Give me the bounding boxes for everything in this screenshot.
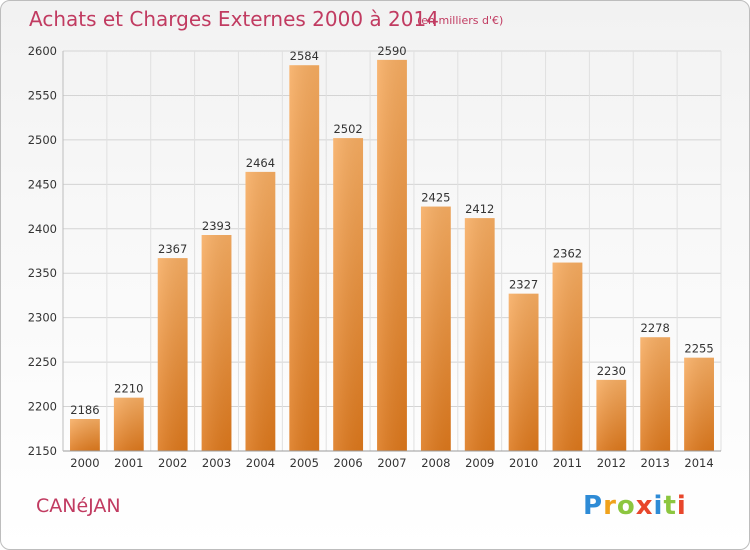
logo-letter: o <box>616 491 636 521</box>
data-label: 2502 <box>333 122 362 136</box>
data-label: 2584 <box>290 49 319 63</box>
y-tick-label: 2200 <box>28 400 57 414</box>
y-tick-label: 2250 <box>28 355 57 369</box>
bar-highlight <box>113 397 144 451</box>
y-tick-label: 2600 <box>28 44 57 58</box>
logo-letter: P <box>583 491 604 521</box>
x-tick-label: 2011 <box>553 456 582 470</box>
data-label: 2186 <box>70 403 99 417</box>
y-tick-label: 2150 <box>28 444 57 458</box>
bar-highlight <box>245 171 276 451</box>
y-tick-label: 2450 <box>28 177 57 191</box>
bar-highlight <box>70 419 100 451</box>
data-label: 2425 <box>421 191 450 205</box>
x-tick-label: 2014 <box>684 456 713 470</box>
data-label: 2362 <box>553 247 582 261</box>
y-tick-label: 2400 <box>28 222 57 236</box>
bar-chart: 2186 2210 2367 2393 2464 2584 2502 2590 2425 2412… <box>28 44 722 470</box>
x-tick-label: 2010 <box>509 456 538 470</box>
bar-highlight <box>508 293 539 451</box>
data-label: 2412 <box>465 202 494 216</box>
data-label: 2367 <box>158 242 187 256</box>
logo-letter: i <box>676 491 687 521</box>
bar-highlight <box>333 138 364 451</box>
bar-layer <box>70 59 714 452</box>
x-tick-label: 2000 <box>70 456 99 470</box>
data-label: 2327 <box>509 278 538 292</box>
data-label: 2210 <box>114 382 143 396</box>
data-label: 2393 <box>202 219 231 233</box>
y-tick-label: 2500 <box>28 133 57 147</box>
commune-name: CANéJAN <box>36 495 121 517</box>
chart-subtitle: (en milliers d'€) <box>417 14 504 27</box>
x-tick-label: 2007 <box>377 456 406 470</box>
logo-letter: t <box>663 491 677 521</box>
data-label: 2230 <box>597 364 626 378</box>
logo-letter: r <box>603 491 617 521</box>
data-label: 2255 <box>684 342 713 356</box>
x-tick-label: 2006 <box>333 456 362 470</box>
y-tick-label: 2350 <box>28 266 57 280</box>
data-label: 2278 <box>641 321 670 335</box>
x-tick-label: 2003 <box>202 456 231 470</box>
data-label: 2464 <box>246 156 275 170</box>
bar-highlight <box>684 357 714 451</box>
bar-highlight <box>377 59 407 452</box>
logo-letter: i <box>653 491 664 521</box>
label-layer: 2186 2210 2367 2393 2464 2584 2502 2590 2425 2412… <box>70 44 713 417</box>
data-label: 2590 <box>377 44 406 58</box>
bar-highlight <box>420 206 451 451</box>
x-tick-label: 2002 <box>158 456 187 470</box>
bar-highlight <box>596 379 627 451</box>
x-tick-label: 2001 <box>114 456 143 470</box>
x-tick-label: 2008 <box>421 456 450 470</box>
bar-highlight <box>552 262 583 451</box>
chart-title: Achats et Charges Externes 2000 à 2014 <box>29 7 439 31</box>
x-tick-label: 2013 <box>641 456 670 470</box>
x-tick-label: 2012 <box>597 456 626 470</box>
bar-highlight <box>464 218 495 451</box>
y-tick-label: 2300 <box>28 311 57 325</box>
x-tick-label: 2004 <box>246 456 275 470</box>
proxiti-logo[interactable]: Proxiti <box>583 491 687 521</box>
bar-highlight <box>201 235 232 451</box>
bar-highlight <box>640 337 671 451</box>
y-tick-label: 2550 <box>28 88 57 102</box>
x-tick-label: 2009 <box>465 456 494 470</box>
bar-highlight <box>157 258 188 451</box>
x-tick-label: 2005 <box>290 456 319 470</box>
axis-layer: 2150 2200 2250 2300 2350 2400 2450 2500 2550 2600… <box>28 44 721 470</box>
logo-letter: x <box>635 491 654 521</box>
bar-highlight <box>289 65 320 451</box>
